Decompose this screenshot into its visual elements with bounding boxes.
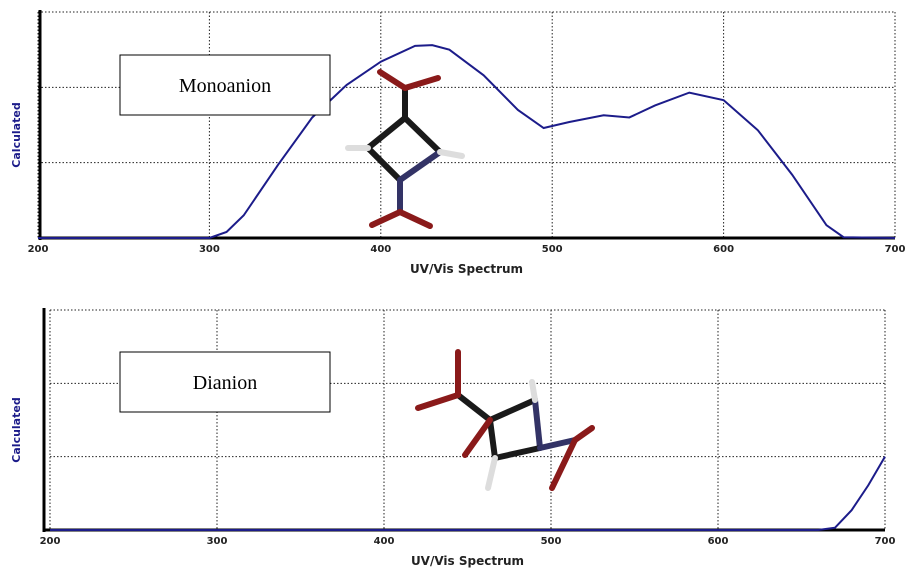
x-tick-label: 200 [40, 536, 61, 547]
x-tick-label: 600 [708, 536, 729, 547]
x-axis-label: UV/Vis Spectrum [410, 262, 523, 276]
annotation: Monoanion [179, 75, 271, 97]
molecule-monoanion [348, 72, 462, 226]
x-tick-label: 400 [374, 536, 395, 547]
y-axis-label: Calculated [10, 397, 23, 462]
spectrum-line [50, 457, 885, 530]
x-tick-label: 300 [207, 536, 228, 547]
y-axis-label: Calculated [10, 102, 23, 167]
x-tick-label: 600 [713, 244, 734, 255]
annotation: Dianion [193, 372, 257, 394]
x-tick-label: 400 [370, 244, 391, 255]
x-tick-label: 200 [28, 244, 49, 255]
figure: 200 300 400 500 600 700 UV/Vis Spectrum Calcula… [0, 0, 909, 575]
x-tick-label: 300 [199, 244, 220, 255]
plots: 200 300 400 500 600 700 UV/Vis Spectrum Calcula… [10, 10, 905, 568]
x-tick-label: 700 [875, 536, 896, 547]
x-tick-label: 500 [541, 536, 562, 547]
molecule-dianion [418, 352, 592, 488]
x-tick-label: 700 [885, 244, 906, 255]
x-axis-label: UV/Vis Spectrum [411, 554, 524, 568]
x-tick-label: 500 [542, 244, 563, 255]
